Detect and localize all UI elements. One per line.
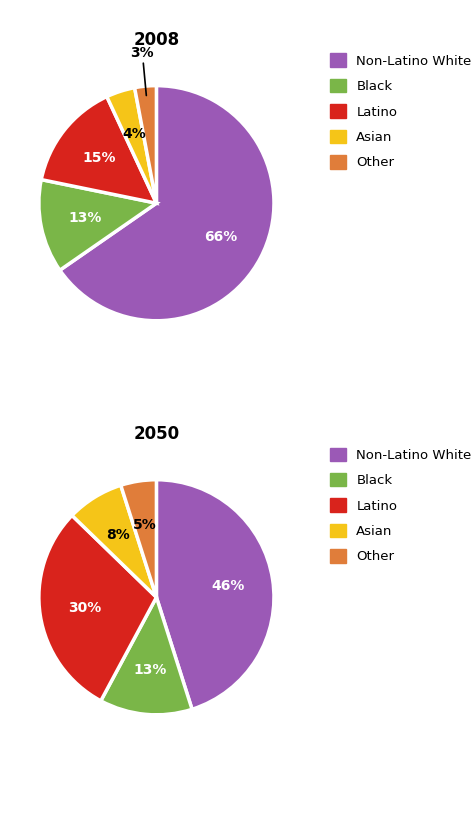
Text: 5%: 5% (133, 518, 157, 532)
Wedge shape (135, 85, 156, 204)
Wedge shape (101, 598, 192, 715)
Title: 2008: 2008 (133, 31, 180, 49)
Wedge shape (121, 479, 156, 598)
Text: 13%: 13% (68, 211, 102, 225)
Text: 15%: 15% (82, 151, 116, 165)
Text: 30%: 30% (68, 602, 101, 616)
Wedge shape (41, 97, 156, 204)
Text: 66%: 66% (204, 230, 237, 244)
Wedge shape (72, 485, 156, 598)
Text: 4%: 4% (122, 126, 146, 141)
Text: 3%: 3% (131, 46, 154, 95)
Wedge shape (39, 516, 156, 701)
Text: 13%: 13% (133, 663, 166, 677)
Wedge shape (39, 180, 156, 270)
Text: 46%: 46% (212, 579, 245, 593)
Title: 2050: 2050 (133, 425, 180, 443)
Wedge shape (156, 479, 274, 709)
Wedge shape (60, 85, 274, 321)
Legend: Non-Latino White, Black, Latino, Asian, Other: Non-Latino White, Black, Latino, Asian, … (325, 443, 474, 569)
Wedge shape (107, 88, 156, 204)
Legend: Non-Latino White, Black, Latino, Asian, Other: Non-Latino White, Black, Latino, Asian, … (325, 48, 474, 175)
Text: 8%: 8% (106, 528, 130, 543)
